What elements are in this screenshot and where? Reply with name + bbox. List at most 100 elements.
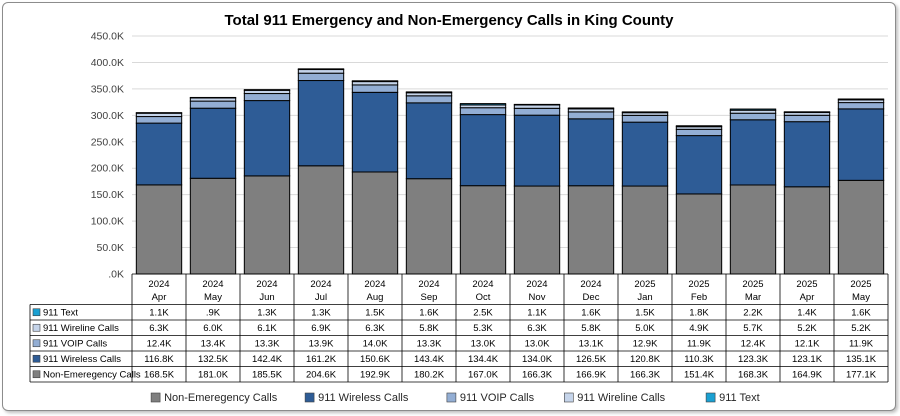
table-row-label: Non-Emeregency Calls: [43, 370, 141, 381]
bar-segment: [459, 103, 507, 106]
bar-segment: [513, 107, 561, 116]
y-tick-label: 350.0K: [91, 83, 124, 95]
category-month: Jun: [259, 292, 274, 303]
table-cell: 116.8K: [144, 354, 174, 365]
y-tick-label: 450.0K: [91, 31, 124, 43]
table-cell: 1.1K: [527, 308, 547, 319]
legend-swatch: [304, 392, 315, 403]
table-cell: 123.3K: [738, 354, 769, 365]
bar-segment: [729, 108, 777, 111]
table-cell: 185.5K: [252, 370, 283, 381]
category-month: Oct: [476, 292, 491, 303]
table-cell: 1.6K: [419, 308, 439, 319]
category-month: Aug: [367, 292, 384, 303]
table-cell: 120.8K: [630, 354, 661, 365]
table-cell: 2.2K: [743, 308, 763, 319]
bar-segment: [675, 135, 723, 195]
y-tick-label: 400.0K: [91, 57, 124, 69]
table-row-key: [32, 323, 41, 332]
bar-segment: [135, 122, 183, 186]
table-cell: 1.4K: [797, 308, 817, 319]
data-table: 2024 Apr 2024 May 2024 Jun 2024 Jul 2024 Aug 2024 S…: [29, 273, 889, 383]
bar-segment: [459, 185, 507, 275]
table-cell: 13.1K: [579, 339, 604, 350]
bar-segment: [621, 114, 669, 123]
table-cell: 13.0K: [525, 339, 550, 350]
table-cell: 2.5K: [473, 308, 493, 319]
table-cell: 166.3K: [630, 370, 661, 381]
bar-segment: [135, 112, 183, 114]
bar-segment: [459, 114, 507, 187]
category-month: Mar: [745, 292, 761, 303]
table-cell: 126.5K: [576, 354, 607, 365]
bars: [135, 68, 885, 275]
table-cell: 1.6K: [851, 308, 871, 319]
legend: Non-Emeregency Calls 911 Wireless Calls 91…: [150, 392, 760, 404]
category-year: 2025: [850, 279, 871, 290]
bar-segment: [783, 114, 831, 123]
category-year: 2024: [256, 279, 277, 290]
table-cell: 151.4K: [684, 370, 715, 381]
table-cell: 161.2K: [306, 354, 337, 365]
category-year: 2025: [634, 279, 655, 290]
bar-segment: [675, 125, 723, 128]
table-cell: 132.5K: [198, 354, 229, 365]
table-cell: 12.1K: [795, 339, 820, 350]
table-cell: 13.3K: [417, 339, 442, 350]
y-tick-label: 300.0K: [91, 110, 124, 122]
table-cell: 1.3K: [257, 308, 277, 319]
table-cell: 13.4K: [201, 339, 226, 350]
category-year: 2024: [364, 279, 385, 290]
bar-segment: [405, 102, 453, 180]
table-cell: 177.1K: [846, 370, 877, 381]
table-cell: 166.9K: [576, 370, 607, 381]
bar-segment: [837, 108, 885, 181]
legend-label: 911 VOIP Calls: [460, 392, 535, 404]
table-cell: 5.7K: [743, 323, 763, 334]
table-cell: 181.0K: [198, 370, 229, 381]
category-year: 2024: [148, 279, 169, 290]
bar-segment: [135, 116, 183, 124]
table-cell: 166.3K: [522, 370, 553, 381]
table-cell: 5.8K: [419, 323, 439, 334]
legend-swatch: [563, 392, 574, 403]
bar-segment: [243, 93, 291, 102]
table-cell: 11.9K: [849, 339, 874, 350]
bar-segment: [567, 111, 615, 120]
table-cell: 5.2K: [851, 323, 871, 334]
table-row-key: [32, 354, 41, 363]
table-cell: 4.9K: [689, 323, 709, 334]
bar-segment: [135, 184, 183, 275]
bar-segment: [351, 80, 399, 83]
table-cell: 134.0K: [522, 354, 553, 365]
table-cell: 13.9K: [309, 339, 334, 350]
bar-segment: [513, 103, 561, 106]
category-year: 2024: [580, 279, 601, 290]
table-cell: 5.8K: [581, 323, 601, 334]
y-tick-label: 150.0K: [91, 189, 124, 201]
bar-segment: [837, 102, 885, 110]
bar-segment: [243, 100, 291, 177]
table-cell: 6.3K: [149, 323, 169, 334]
table-cell: 1.5K: [365, 308, 385, 319]
legend-swatch: [150, 392, 161, 403]
bar-segment: [459, 107, 507, 116]
category-month: Apr: [800, 292, 815, 303]
table-cell: 12.4K: [147, 339, 172, 350]
bar-segment: [783, 111, 831, 114]
bar-segment: [567, 118, 615, 187]
category-year: 2024: [418, 279, 439, 290]
bar-segment: [297, 69, 345, 74]
bar-segment: [567, 107, 615, 110]
table-cell: 110.3K: [684, 354, 714, 365]
table-cell: 12.9K: [633, 339, 658, 350]
category-month: Apr: [152, 292, 167, 303]
category-month: Nov: [529, 292, 546, 303]
y-tick-label: 250.0K: [91, 136, 124, 148]
bar-segment: [783, 186, 831, 275]
table-cell: 135.1K: [846, 354, 877, 365]
table-cell: 204.6K: [306, 370, 337, 381]
chart-canvas: Total 911 Emergency and Non-Emergency Ca…: [29, 12, 889, 404]
table-row-key: [32, 308, 41, 317]
table-cell: 168.5K: [144, 370, 175, 381]
